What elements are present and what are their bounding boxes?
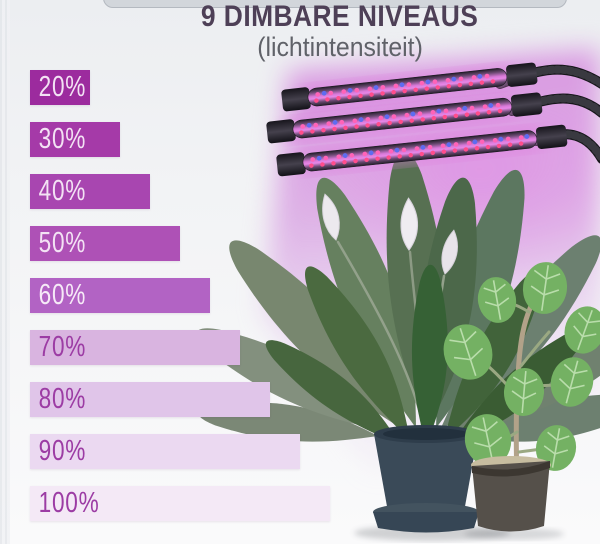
intensity-bar-label: 50% bbox=[38, 227, 87, 259]
intensity-bar-100: 100% bbox=[30, 486, 330, 521]
ficus-leaves bbox=[443, 262, 600, 471]
peace-lily-flowers bbox=[316, 191, 461, 444]
intensity-bar-40: 40% bbox=[30, 174, 150, 209]
tube-ferrule bbox=[535, 124, 568, 149]
pot-shadow-left bbox=[354, 525, 510, 541]
intensity-bar-80: 80% bbox=[30, 382, 270, 417]
intensity-bar-90: 90% bbox=[30, 434, 300, 469]
intensity-bar-20: 20% bbox=[30, 70, 90, 105]
intensity-bars: 20% 30% 40% 50% 60% 70% 80% 90% 100% bbox=[30, 70, 330, 538]
pot-shadow-right bbox=[464, 528, 564, 540]
intensity-bar-label: 20% bbox=[38, 71, 87, 103]
ficus-illustration bbox=[443, 262, 600, 532]
intensity-bar-label: 90% bbox=[38, 435, 87, 467]
page-title: 9 DIMBARE NIVEAUS bbox=[201, 0, 479, 33]
intensity-bar-label: 40% bbox=[38, 175, 87, 207]
intensity-bar-label: 80% bbox=[38, 383, 87, 415]
intensity-bar-label: 70% bbox=[38, 331, 87, 363]
plant-pot-left bbox=[373, 425, 479, 533]
header: 9 DIMBARE NIVEAUS (lichtintensiteit) bbox=[90, 0, 590, 62]
page-subtitle: (lichtintensiteit) bbox=[257, 32, 423, 62]
gooseneck-arms bbox=[495, 64, 600, 164]
tube-ferrule bbox=[506, 62, 538, 87]
intensity-bar-60: 60% bbox=[30, 278, 210, 313]
glow-core bbox=[300, 110, 600, 290]
tube-ferrule bbox=[510, 92, 543, 117]
intensity-bar-70: 70% bbox=[30, 330, 240, 365]
intensity-bar-label: 60% bbox=[38, 279, 87, 311]
plant-pot-right bbox=[471, 456, 551, 532]
intensity-bar-label: 100% bbox=[38, 487, 100, 519]
intensity-bar-30: 30% bbox=[30, 122, 120, 157]
intensity-bar-50: 50% bbox=[30, 226, 180, 261]
intensity-bar-label: 30% bbox=[38, 123, 87, 155]
left-edge-texture bbox=[0, 0, 10, 544]
